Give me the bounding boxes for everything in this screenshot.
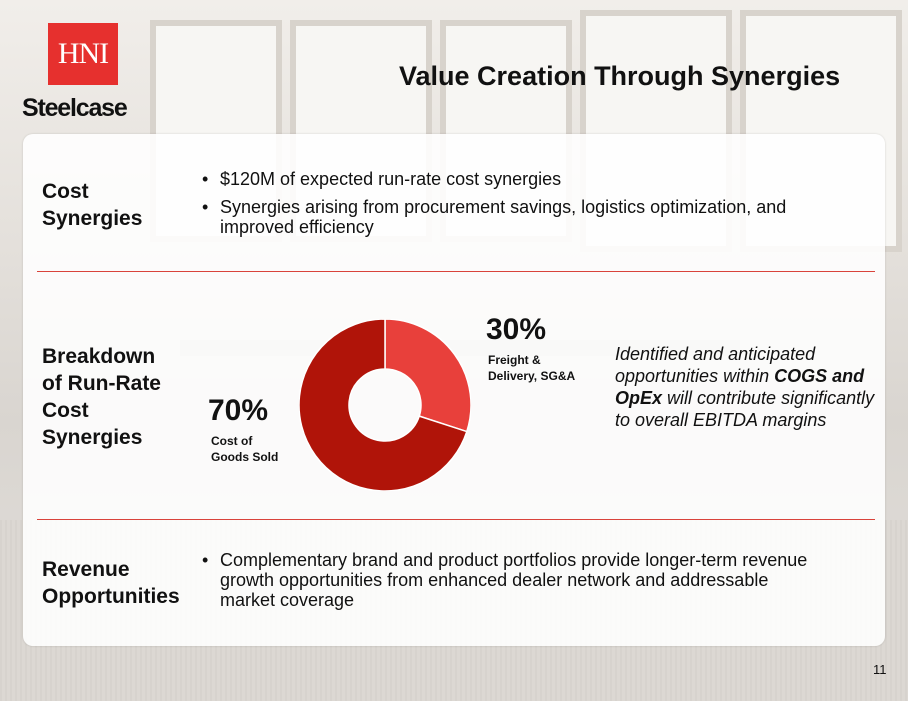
synergy-donut-chart <box>299 319 471 491</box>
cost-synergies-heading: Cost Synergies <box>42 178 142 232</box>
note-text: Identified and anticipated opportunities… <box>615 344 816 386</box>
steelcase-logo: Steelcase <box>22 94 128 122</box>
donut-slice-cogs <box>299 319 468 491</box>
cogs-label-line1: Cost of <box>211 434 253 448</box>
breakdown-heading-line2: of Run-Rate <box>42 372 161 395</box>
revenue-heading-line2: Opportunities <box>42 585 180 608</box>
page-title: Value Creation Through Synergies <box>399 61 841 91</box>
hni-logo: HNI <box>48 23 118 85</box>
bullet-item: $120M of expected run-rate cost synergie… <box>202 169 842 189</box>
cost-heading-line2: Synergies <box>42 207 143 230</box>
freight-sga-label-line2: Delivery, SG&A <box>488 369 576 383</box>
section-divider <box>37 271 875 272</box>
breakdown-heading: Breakdown of Run-Rate Cost Synergies <box>42 343 161 451</box>
cost-synergies-bullets: $120M of expected run-rate cost synergie… <box>202 169 842 245</box>
synergy-note: Identified and anticipated opportunities… <box>615 343 875 431</box>
revenue-opportunities-bullets: Complementary brand and product portfoli… <box>202 550 822 618</box>
section-divider <box>37 519 875 520</box>
cogs-label: Cost of Goods Sold <box>211 433 278 465</box>
note-bold-cogs: COGS <box>774 366 828 386</box>
revenue-opportunities-heading: Revenue Opportunities <box>42 556 180 610</box>
bullet-item: Synergies arising from procurement savin… <box>202 197 842 237</box>
cost-heading-line1: Cost <box>42 180 89 203</box>
freight-sga-label-line1: Freight & <box>488 353 541 367</box>
page-number: 11 <box>873 662 887 677</box>
freight-sga-label: Freight & Delivery, SG&A <box>488 352 575 384</box>
note-bold-opex: and OpEx <box>615 366 865 408</box>
breakdown-heading-line3: Cost <box>42 399 89 422</box>
donut-slice-freight-sga <box>384 319 471 433</box>
cogs-percent: 70% <box>208 394 269 427</box>
freight-sga-percent: 30% <box>486 313 547 346</box>
breakdown-heading-line1: Breakdown <box>42 345 156 368</box>
cogs-label-line2: Goods Sold <box>211 450 279 464</box>
hni-logo-text: HNI <box>57 37 109 70</box>
breakdown-heading-line4: Synergies <box>42 426 143 449</box>
note-text: will contribute significantly to overall… <box>615 388 875 430</box>
revenue-heading-line1: Revenue <box>42 558 130 581</box>
bullet-item: Complementary brand and product portfoli… <box>202 550 822 610</box>
